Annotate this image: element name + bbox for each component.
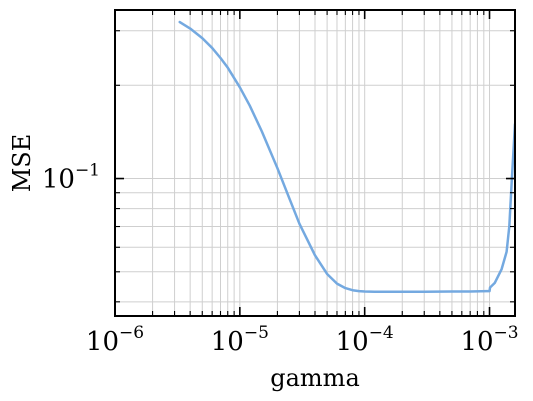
x-axis-label: gamma: [270, 364, 360, 392]
series-layer: [178, 20, 515, 294]
tick-exponent: −3: [494, 323, 519, 343]
y-axis-label: MSE: [8, 134, 36, 193]
tick-base: 10: [86, 327, 119, 357]
tick-exponent: −1: [75, 161, 100, 181]
grid: [114, 10, 515, 316]
tick-base: 10: [42, 165, 75, 195]
tick-exponent: −5: [244, 323, 269, 343]
tick-exponent: −6: [119, 323, 144, 343]
tick-base: 10: [460, 327, 493, 357]
plot-frame: [114, 9, 516, 317]
x-tick-label: 10−4: [336, 323, 394, 357]
series-line-1: [178, 20, 515, 294]
tick-base: 10: [211, 327, 244, 357]
y-tick-label: 10−1: [42, 161, 100, 195]
y-tick-labels: 10−1: [42, 161, 100, 195]
tick-exponent: −4: [369, 323, 394, 343]
x-tick-label: 10−5: [211, 323, 269, 357]
tick-base: 10: [336, 327, 369, 357]
x-tick-label: 10−3: [460, 323, 518, 357]
x-tick-label: 10−6: [86, 323, 144, 357]
x-tick-labels: 10−6 10−5 10−4 10−3: [86, 323, 519, 357]
